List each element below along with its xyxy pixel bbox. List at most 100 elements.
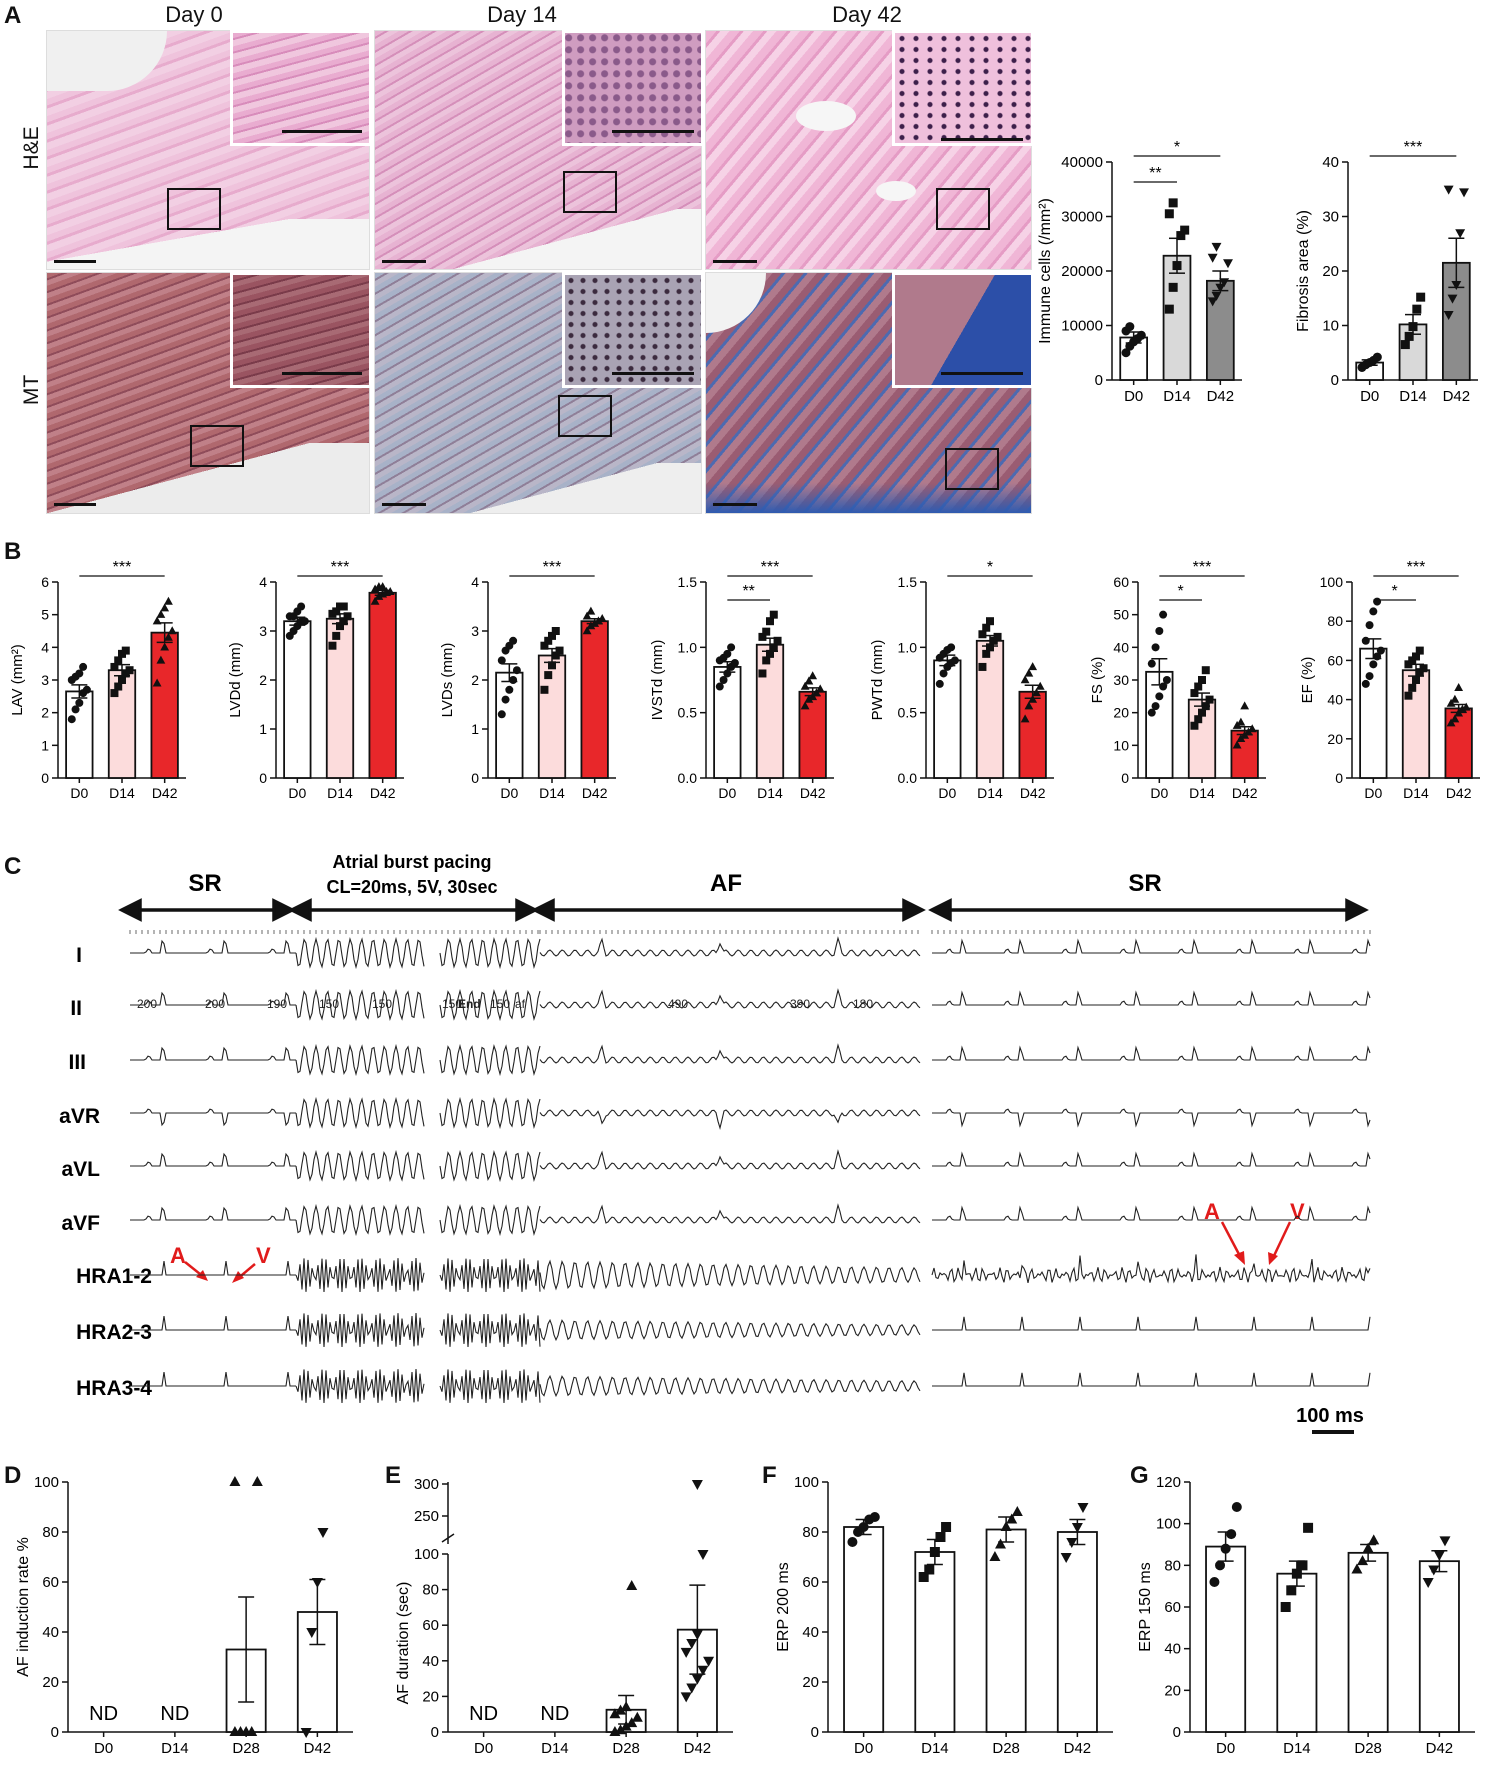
lead-label-avf: aVF xyxy=(61,1212,100,1235)
he-roi-box-day14 xyxy=(563,171,617,213)
data-point xyxy=(620,1720,632,1731)
data-point xyxy=(343,612,352,621)
y-tick-label: 80 xyxy=(1164,1557,1181,1574)
y-tick-label: 10 xyxy=(1113,737,1129,753)
he-inset-scalebar-day14 xyxy=(612,130,694,133)
data-point xyxy=(67,715,76,724)
chart-af-duration: 0 20 40 60 80 100 AF duration (sec) D0 D14 D28 D42… xyxy=(395,1476,733,1757)
data-point xyxy=(582,626,592,635)
x-tick-label: D0 xyxy=(1216,1740,1235,1757)
data-point xyxy=(1372,352,1382,362)
data-point xyxy=(332,607,341,616)
y-tick-label: 60 xyxy=(802,1574,819,1591)
data-point xyxy=(118,676,126,684)
y-tick-label: 2 xyxy=(41,705,49,721)
y-tick-label: 1 xyxy=(259,721,267,737)
data-point xyxy=(497,710,506,719)
data-point xyxy=(982,649,991,658)
x-tick-label: D0 xyxy=(854,1740,873,1757)
data-point xyxy=(1428,1565,1440,1576)
data-point xyxy=(246,1726,258,1736)
y-tick-label: 60 xyxy=(42,1574,59,1591)
data-point xyxy=(540,641,549,650)
y-tick-label: 80 xyxy=(802,1524,819,1541)
mt-inset-day14 xyxy=(562,272,704,388)
data-point xyxy=(1365,672,1374,681)
bar-d14 xyxy=(975,639,1005,779)
data-point xyxy=(1071,1523,1083,1533)
interval-180: 180 xyxy=(853,997,873,1011)
col-title-day42: Day 42 xyxy=(832,2,902,27)
data-point xyxy=(79,662,88,671)
data-point xyxy=(1412,652,1420,661)
y-tick-label: 0 xyxy=(811,1724,819,1741)
ecg-trace-hra2-3 xyxy=(130,1312,1371,1348)
data-point xyxy=(512,666,521,675)
data-point xyxy=(1198,708,1206,717)
panel-label-f: F xyxy=(762,1462,777,1489)
he-inset-day0 xyxy=(230,30,372,146)
y-tick-label: 0 xyxy=(259,770,267,786)
data-point xyxy=(1207,253,1218,263)
data-point xyxy=(697,1665,709,1676)
data-point xyxy=(1291,1568,1302,1579)
y-tick-label: 20 xyxy=(422,1688,439,1705)
x-tick-label: D0 xyxy=(94,1740,113,1757)
x-tick-label: D0 xyxy=(1360,388,1379,405)
x-tick-label: D0 xyxy=(1364,785,1382,801)
data-point xyxy=(1035,681,1045,690)
data-point xyxy=(582,611,592,620)
mt-inset-day0 xyxy=(230,272,372,388)
ecg-trace-i xyxy=(130,936,1371,970)
nd-label: ND xyxy=(540,1703,569,1725)
chart-immune-cells: 0 10000 20000 30000 40000 Immune cells (/mm²)… xyxy=(1037,139,1242,405)
x-tick-label: D0 xyxy=(70,785,88,801)
data-point xyxy=(1231,1502,1242,1512)
data-point xyxy=(544,671,553,680)
lead-label-hra23: HRA2-3 xyxy=(76,1321,152,1344)
data-point xyxy=(626,1717,638,1728)
data-point xyxy=(1361,679,1370,688)
y-tick-label: 30000 xyxy=(1061,209,1103,226)
nd-label: ND xyxy=(160,1703,189,1725)
y-axis-label: LVDs (mm) xyxy=(439,643,456,718)
bar-d28 xyxy=(1347,1551,1389,1733)
data-point xyxy=(297,602,306,611)
data-point xyxy=(609,1708,621,1719)
he-inset-day14 xyxy=(562,30,704,146)
y-tick-label: 1.0 xyxy=(678,639,698,655)
data-point xyxy=(586,606,596,615)
bar-d42 xyxy=(150,631,179,779)
x-tick-label: D14 xyxy=(757,785,783,801)
row-label-he: H&E xyxy=(20,126,43,170)
data-point xyxy=(1368,1534,1380,1545)
x-tick-label: D14 xyxy=(977,785,1003,801)
segment-arrows xyxy=(118,898,1369,922)
data-point xyxy=(110,662,119,671)
y-tick-label: 40 xyxy=(42,1624,59,1641)
data-point xyxy=(1361,636,1370,645)
data-point xyxy=(1447,294,1458,304)
y-tick-label: 1.5 xyxy=(678,574,698,590)
data-point xyxy=(869,1512,880,1522)
x-tick-label: D14 xyxy=(1283,1740,1311,1757)
data-point xyxy=(691,1674,703,1685)
nd-label: ND xyxy=(89,1703,118,1725)
data-point xyxy=(1369,660,1378,669)
data-point xyxy=(114,682,123,691)
marker-a-left: A xyxy=(170,1243,186,1268)
y-tick-label: 80 xyxy=(422,1582,439,1599)
data-point xyxy=(680,1647,692,1658)
y-tick-label: 0 xyxy=(1335,770,1343,786)
x-tick-label: D14 xyxy=(539,785,565,801)
lead-label-avl: aVL xyxy=(61,1158,100,1181)
data-point xyxy=(125,666,134,675)
data-point xyxy=(548,631,556,640)
data-point xyxy=(723,649,732,658)
x-tick-label: D42 xyxy=(370,785,396,801)
x-tick-label: D42 xyxy=(684,1740,712,1757)
y-tick-label: 80 xyxy=(1327,613,1343,629)
y-axis-label: Immune cells (/mm²) xyxy=(1037,198,1054,344)
ecg-scalebar-label: 100 ms xyxy=(1296,1405,1364,1427)
interval-150d: 150 xyxy=(490,997,510,1011)
